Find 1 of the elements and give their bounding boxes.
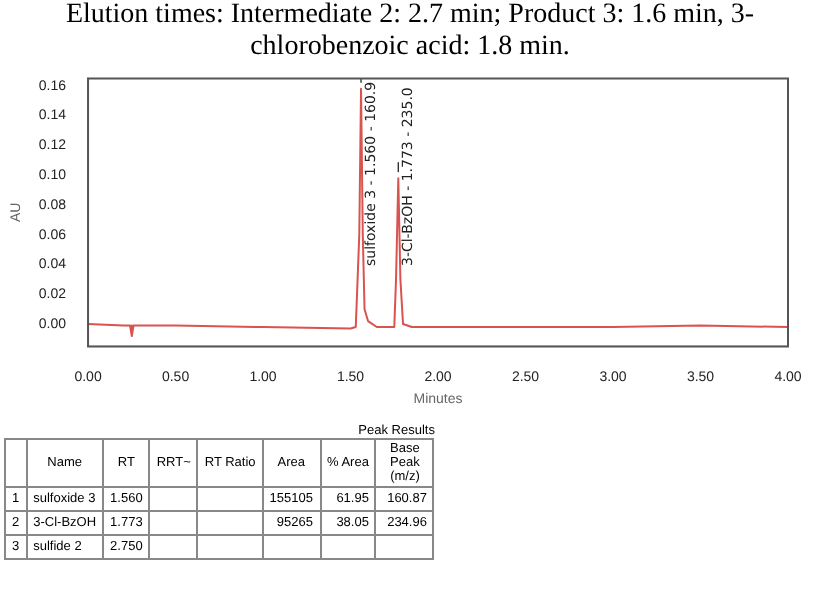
- chart-title: Elution times: Intermediate 2: 2.7 min; Product 3: 1.6 min, 3-chlorobenzoic acid: 1.8 min.: [63, 0, 757, 64]
